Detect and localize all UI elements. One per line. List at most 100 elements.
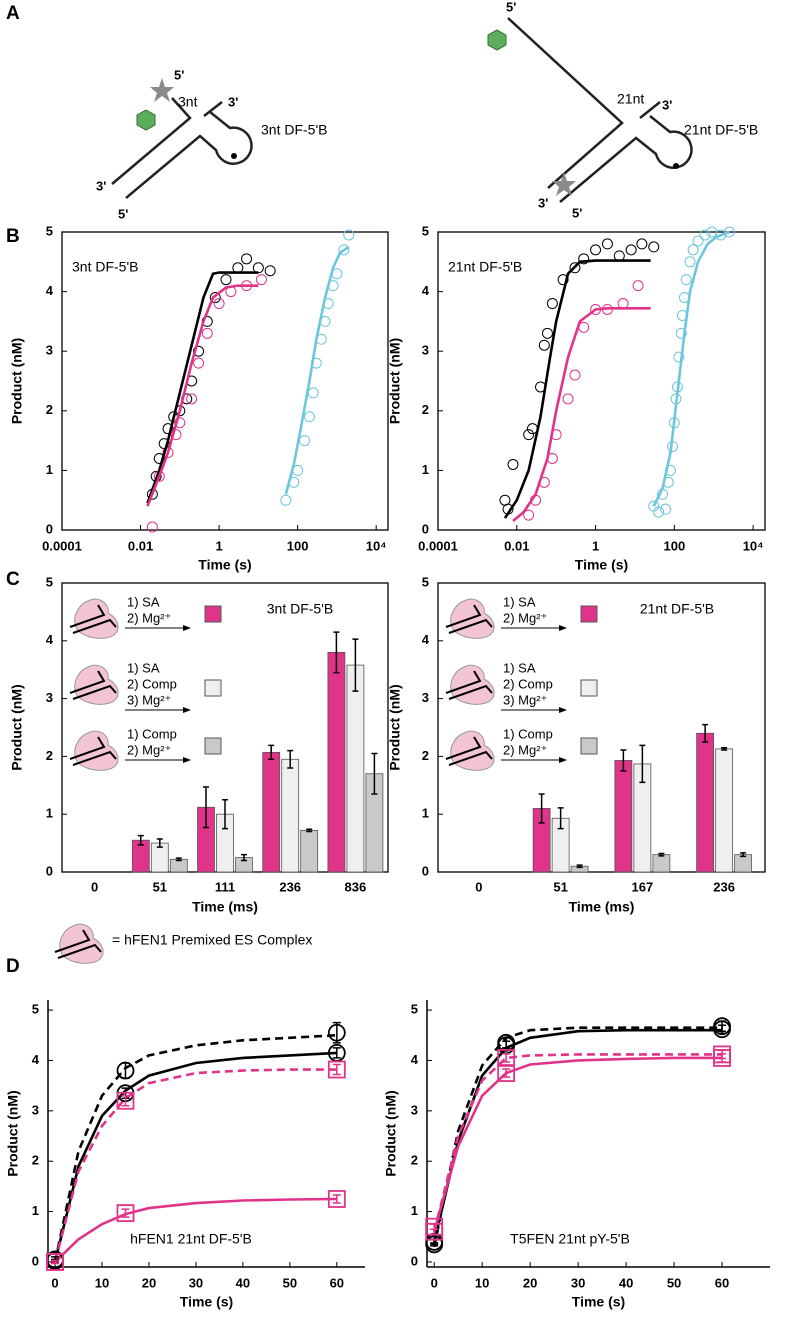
error-bar [332, 1021, 341, 1044]
hexagon [136, 109, 156, 131]
error-bar [306, 828, 313, 833]
error-bar [538, 793, 545, 824]
diagram-21nt: 5' 21nt 3' 21nt DF-5'B 3' 5' [487, 0, 758, 220]
marker [264, 265, 276, 277]
diagram-label: 5' [506, 0, 516, 14]
x-tick-label: 50 [667, 1275, 681, 1290]
y-axis-label: Product (nM) [387, 684, 403, 770]
fit-line [54, 1197, 337, 1263]
legend-label: 3) Mg²⁺ [503, 692, 547, 707]
x-tick-label: 100 [287, 538, 309, 553]
marker [255, 274, 267, 286]
y-tick-label: 3 [46, 690, 53, 705]
marker [523, 429, 535, 441]
error-bar [718, 1024, 727, 1034]
marker [193, 357, 205, 369]
marker [146, 521, 158, 533]
x-tick-label: 30 [189, 1275, 203, 1290]
marker [153, 452, 165, 464]
y-tick-label: 2 [32, 1153, 39, 1168]
legend-label: 1) Comp [127, 726, 177, 741]
bar [696, 732, 715, 873]
error-bar [721, 746, 728, 751]
x-axis-label: Time (ms) [192, 899, 258, 915]
legend-label: 2) Mg²⁺ [503, 610, 547, 625]
error-bar [121, 1094, 130, 1107]
dna-dot [231, 153, 237, 159]
marker [497, 1064, 516, 1082]
y-tick-label: 1 [422, 462, 429, 477]
marker [327, 1023, 346, 1042]
dna-strand [507, 17, 624, 189]
y-tick-label: 3 [32, 1102, 39, 1117]
dna-icon [445, 604, 493, 634]
x-tick-label: 0 [475, 879, 482, 894]
annotation: 3nt DF-5'B [267, 601, 333, 617]
fit-line [432, 1028, 723, 1243]
plot-frame [437, 582, 766, 873]
diagram-label: 3' [228, 94, 238, 109]
dna-icon [69, 670, 117, 700]
bar [262, 751, 281, 873]
marker [162, 423, 174, 435]
x-tick-label: 1 [592, 538, 599, 553]
marker [684, 256, 696, 268]
x-axis-label: Time (s) [575, 557, 628, 573]
fit-line [432, 1026, 723, 1248]
annotation: hFEN1 21nt DF-5'B [130, 1231, 252, 1247]
marker [116, 1204, 135, 1222]
error-bar [137, 834, 144, 846]
legend-label: 1) SA [503, 594, 536, 609]
error-bar [287, 749, 294, 769]
y-axis-label: Product (nM) [387, 338, 403, 424]
x-tick-label: 0 [431, 1275, 438, 1290]
legend-label: 3) Mg²⁺ [127, 692, 171, 707]
marker [299, 435, 311, 447]
legend-label: 2) Mg²⁺ [503, 742, 547, 757]
x-tick-label: 10 [475, 1275, 489, 1290]
marker [562, 393, 574, 405]
x-tick-label: 1 [215, 538, 222, 553]
error-bar [333, 631, 340, 674]
marker [425, 1235, 444, 1254]
x-tick-label: 0.0001 [42, 538, 82, 553]
error-bar [156, 838, 163, 848]
bar [346, 664, 365, 873]
marker [541, 327, 553, 339]
legend-swatch [580, 679, 598, 697]
y-tick-label: 5 [46, 223, 53, 238]
error-bar [222, 799, 228, 830]
bar [300, 829, 319, 873]
diagram-label: 3' [96, 178, 106, 193]
x-tick-label: 100 [664, 538, 686, 553]
legend-label: 1) Comp [503, 726, 553, 741]
marker [209, 292, 221, 304]
annotation: T5FEN 21nt pY-5'B [510, 1231, 630, 1247]
y-tick-label: 1 [46, 806, 53, 821]
panel-label: B [6, 226, 20, 247]
marker [507, 458, 519, 470]
y-tick-label: 3 [422, 343, 429, 358]
bar [652, 854, 671, 873]
diagram-label: 5' [118, 206, 128, 221]
error-bar [371, 752, 378, 795]
y-tick-label: 4 [32, 1052, 40, 1067]
error-bar [576, 864, 583, 869]
panel-label: C [6, 569, 20, 590]
x-axis-label: Time (s) [180, 1294, 233, 1310]
error-bar [557, 807, 564, 830]
marker [174, 417, 186, 429]
legend-label: 2) Mg²⁺ [127, 742, 171, 757]
x-axis-label: Time (s) [198, 557, 251, 573]
dna-strand [639, 101, 661, 119]
dna-icon [445, 670, 493, 700]
x-tick-label: 40 [619, 1275, 633, 1290]
marker [46, 1253, 64, 1271]
dna-icon [69, 604, 117, 634]
x-tick-label: 51 [553, 879, 567, 894]
marker [327, 1060, 346, 1079]
diagram-label: 3' [662, 97, 672, 112]
x-tick-label: 30 [571, 1275, 585, 1290]
dna-icon [445, 736, 493, 766]
